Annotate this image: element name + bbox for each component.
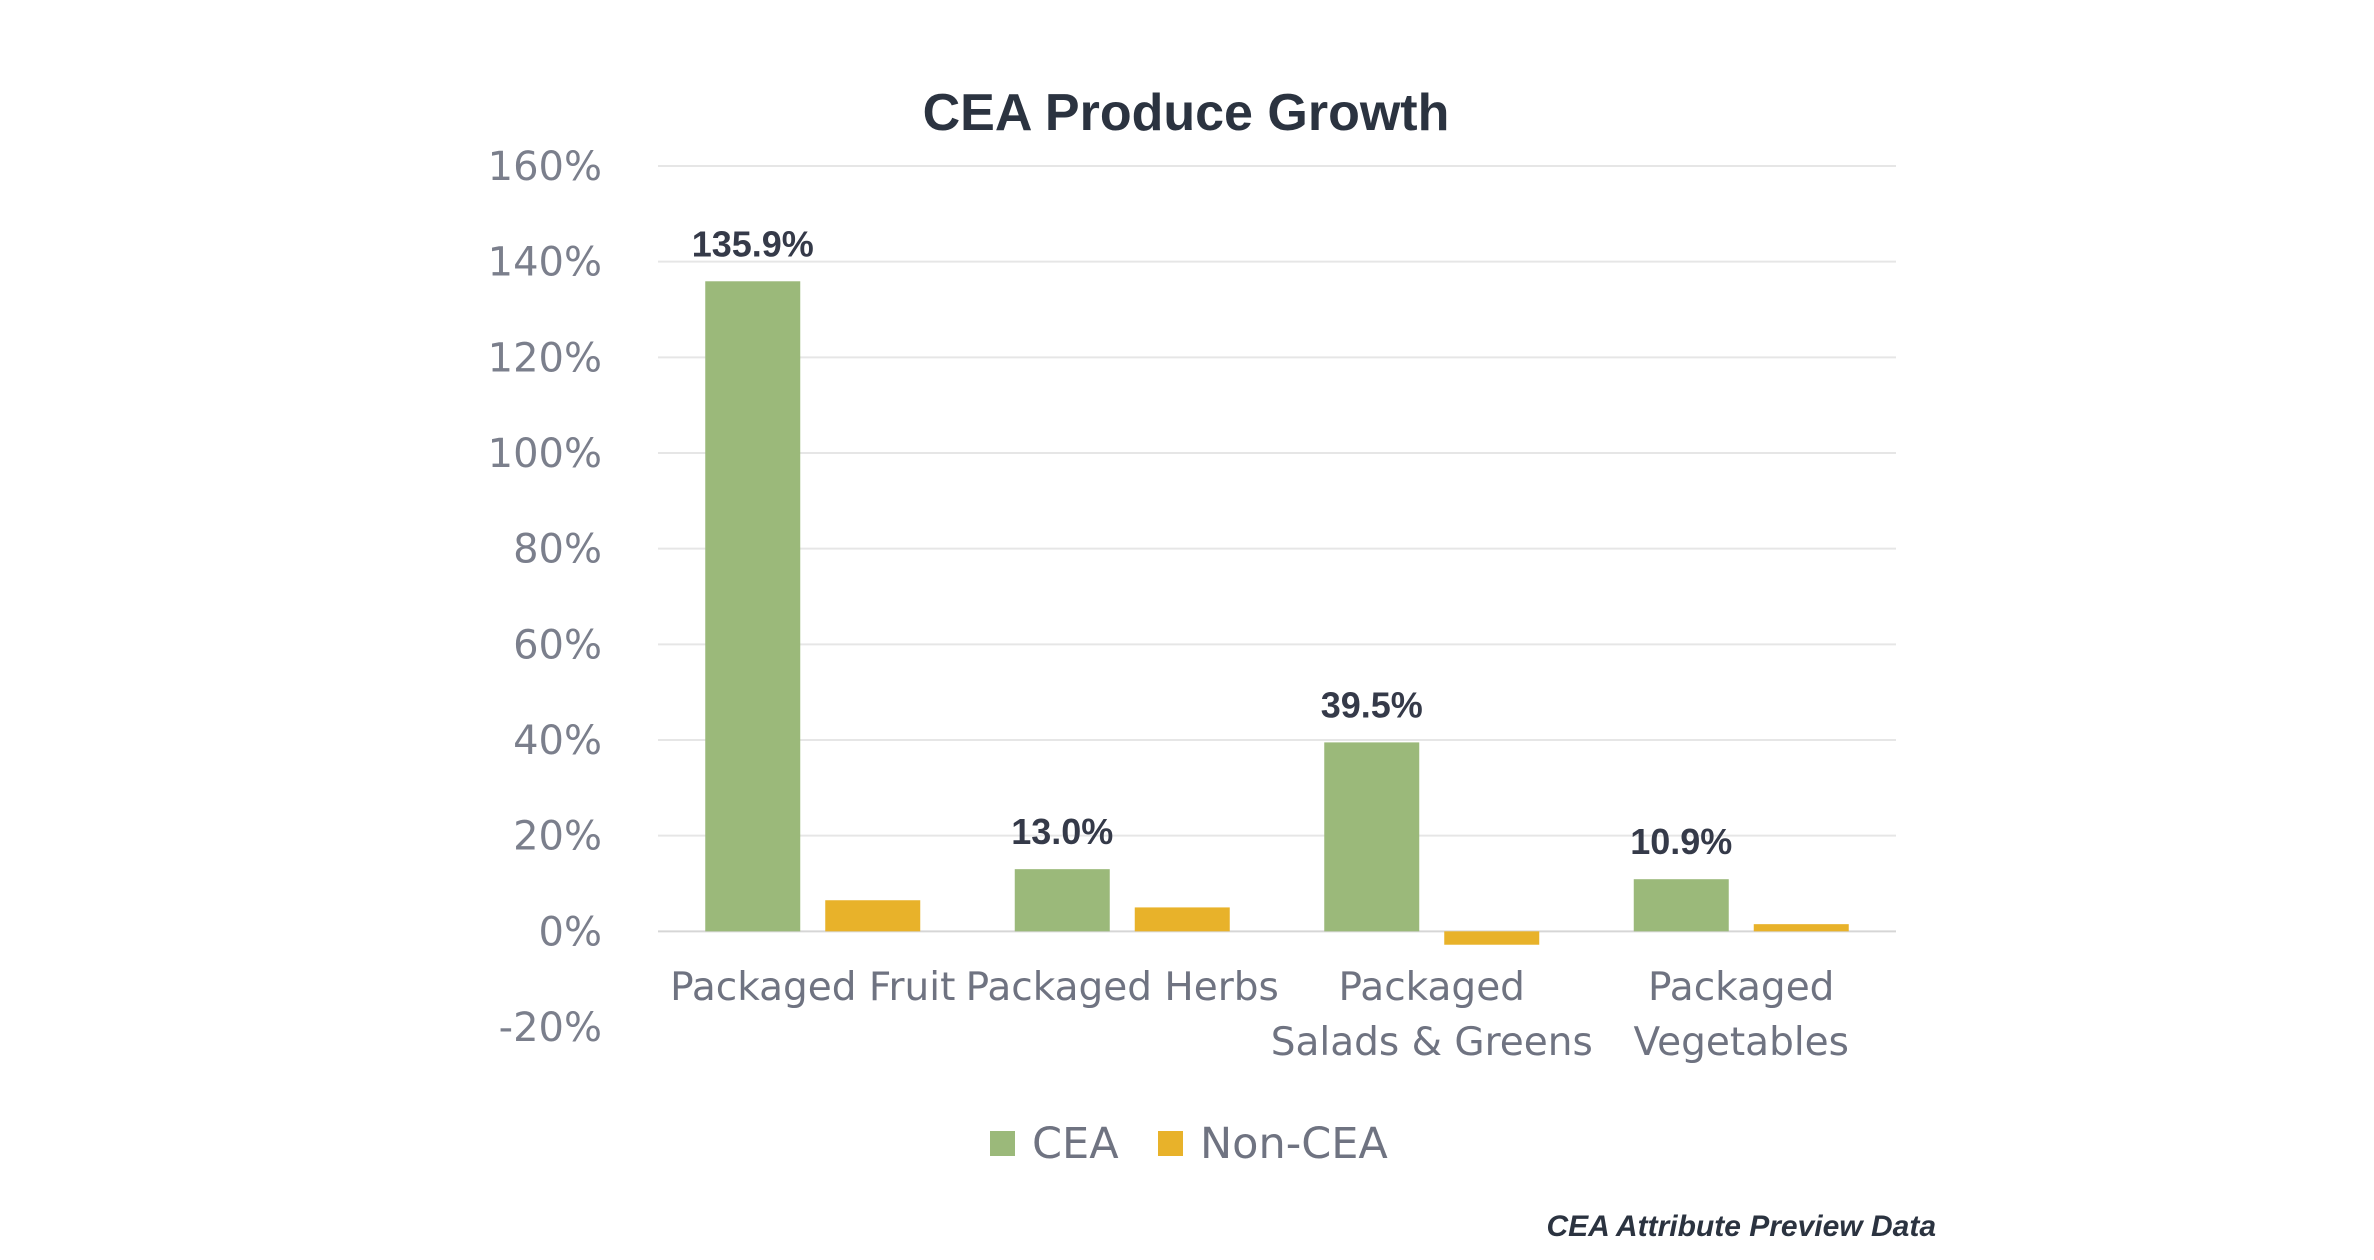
non-cea-bar	[1134, 907, 1230, 932]
cea-bar	[1014, 869, 1110, 932]
x-tick-label: Packaged	[1339, 965, 1525, 1010]
x-tick-label: Salads & Greens	[1271, 1020, 1593, 1065]
cea-bar	[1633, 879, 1729, 932]
non-cea-bar	[1444, 931, 1540, 945]
gridlines	[658, 165, 1896, 933]
data-label: 135.9%	[692, 223, 814, 264]
x-tick-label: Packaged	[1648, 965, 1834, 1010]
source-note: CEA Attribute Preview Data	[1546, 1210, 1936, 1243]
cea-bar	[1324, 742, 1420, 932]
y-tick-label: 80%	[513, 527, 602, 573]
x-tick-label: Vegetables	[1634, 1020, 1850, 1065]
legend-swatch	[990, 1131, 1015, 1156]
data-label: 10.9%	[1630, 821, 1732, 862]
legend-label: Non-CEA	[1200, 1119, 1388, 1169]
y-tick-label: 100%	[488, 431, 602, 477]
data-labels: 135.9% 13.0% 39.5% 10.9%	[692, 223, 1733, 862]
y-tick-label: 120%	[488, 335, 602, 381]
x-tick-label: Packaged Fruit	[670, 965, 955, 1010]
bars	[705, 281, 1849, 945]
non-cea-bar	[1753, 924, 1849, 932]
x-axis: Packaged Fruit Packaged Herbs Packaged Sala…	[670, 965, 1849, 1065]
data-label: 13.0%	[1011, 811, 1113, 852]
cea-bar	[705, 281, 801, 932]
legend-label: CEA	[1032, 1119, 1119, 1169]
legend-swatch	[1158, 1131, 1183, 1156]
chart-title: CEA Produce Growth	[923, 84, 1450, 142]
non-cea-bar	[825, 900, 921, 932]
y-tick-label: 60%	[513, 622, 602, 668]
y-axis: -20% 0% 20% 40% 60% 80% 100% 120% 140% 160%	[488, 144, 602, 1051]
x-tick-label: Packaged Herbs	[966, 965, 1279, 1010]
y-tick-label: 160%	[488, 144, 602, 190]
y-tick-label: 20%	[513, 814, 602, 860]
y-tick-label: -20%	[499, 1005, 602, 1051]
y-tick-label: 40%	[513, 718, 602, 764]
y-tick-label: 0%	[539, 909, 602, 955]
y-tick-label: 140%	[488, 240, 602, 286]
legend: CEA Non-CEA	[990, 1119, 1388, 1169]
data-label: 39.5%	[1321, 684, 1423, 725]
